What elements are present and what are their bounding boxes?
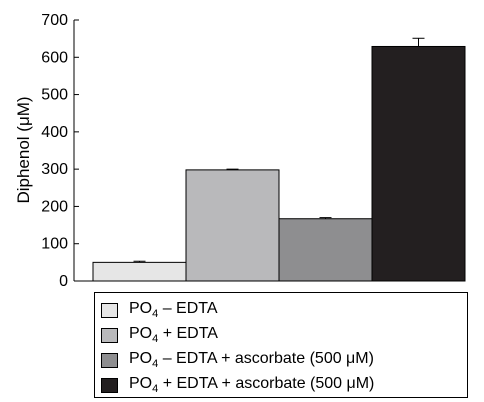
bar: [371, 45, 466, 282]
legend-item: PO4 + EDTA: [101, 323, 467, 347]
legend-label: PO4 – EDTA: [129, 299, 218, 320]
bar-chart: 0 100 200 300 400 500 600 700 Diphenol (μM): [14, 12, 466, 290]
legend-swatch: [101, 302, 118, 318]
legend-label: PO4 + EDTA: [129, 324, 218, 345]
legend-swatch: [101, 377, 118, 393]
y-tick-label: 600: [41, 49, 68, 66]
legend-label: PO4 – EDTA + ascorbate (500 μM): [129, 349, 374, 370]
y-tick-label: 700: [41, 12, 68, 29]
legend-label: PO4 + EDTA + ascorbate (500 μM): [129, 374, 375, 395]
y-tick-label: 500: [41, 87, 68, 104]
legend-swatch: [101, 352, 118, 368]
bar: [92, 261, 187, 282]
y-tick-label: 200: [41, 198, 68, 215]
legend: PO4 – EDTA PO4 + EDTA PO4 – EDTA + ascorba…: [94, 292, 468, 398]
legend-item: PO4 – EDTA: [101, 298, 467, 322]
bars: [92, 37, 466, 282]
y-tick-label: 100: [41, 236, 68, 253]
y-tick-label: 300: [41, 161, 68, 178]
bar: [278, 218, 373, 282]
bar: [185, 169, 280, 282]
legend-item: PO4 + EDTA + ascorbate (500 μM): [101, 373, 467, 397]
legend-swatch: [101, 327, 118, 343]
y-axis-title: Diphenol (μM): [14, 96, 33, 203]
legend-item: PO4 – EDTA + ascorbate (500 μM): [101, 348, 467, 372]
y-tick-label: 0: [59, 273, 68, 290]
y-tick-label: 400: [41, 124, 68, 141]
